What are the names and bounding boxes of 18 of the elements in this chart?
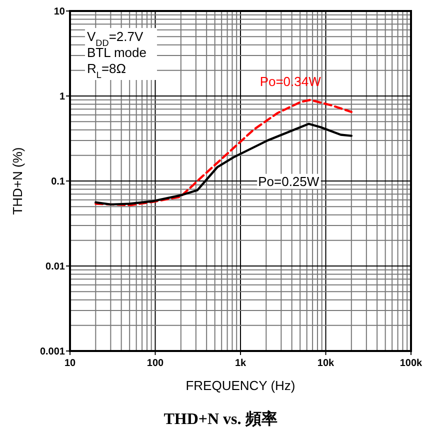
x-tick-label: 1k — [234, 358, 246, 369]
y-tick-label: 0.001 — [40, 346, 66, 358]
x-tick-label: 100 — [146, 358, 164, 369]
annotation: V$_{DD}$=2.7V — [87, 29, 144, 48]
y-tick-label: 10 — [54, 6, 66, 18]
x-tick-label: 10 — [64, 358, 76, 369]
y-tick-label: 1 — [59, 92, 66, 102]
y-axis-title: THD+N (%) — [10, 147, 25, 215]
x-tick-label: 100k — [400, 358, 423, 369]
y-tick-label: 0.1 — [51, 176, 66, 188]
text: THD+N vs. 頻率 — [164, 409, 278, 428]
y-tick-label: 0.01 — [46, 262, 66, 272]
x-axis-title: FREQUENCY (Hz) — [186, 378, 296, 393]
series-label: Po=0.34W — [260, 74, 322, 89]
x-tick-label: 10k — [317, 358, 335, 369]
annotation: R$_{L}$=8Ω — [87, 61, 126, 80]
series-label: Po=0.25W — [258, 174, 320, 189]
annotation: BTL mode — [87, 45, 146, 60]
